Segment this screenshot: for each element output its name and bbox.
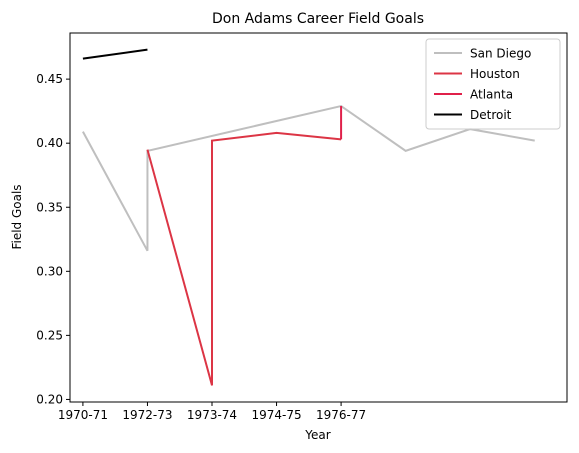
plot-frame <box>69 32 568 403</box>
y-tick-label: 0.40 <box>36 136 63 150</box>
series-line-houston <box>146 131 342 386</box>
legend-label: Houston <box>470 67 520 81</box>
x-axis: 1970-71 1972-73 1973-74 1974-75 1976-77 <box>58 402 366 422</box>
x-tick-label: 1970-71 <box>58 408 108 422</box>
y-tick-label: 0.45 <box>36 72 63 86</box>
legend-label: San Diego <box>470 47 531 61</box>
legend-box <box>425 38 561 130</box>
legend: San Diego Houston Atlanta Detroit <box>425 38 561 130</box>
y-axis: 0.20 0.25 0.30 0.35 0.40 0.45 <box>36 72 70 406</box>
x-axis-title: Year <box>304 428 330 442</box>
y-tick-label: 0.30 <box>36 264 63 278</box>
chart-title: Don Adams Career Field Goals <box>212 11 424 27</box>
series-line-detroit <box>82 48 148 60</box>
legend-label: Detroit <box>470 108 512 122</box>
y-axis-title: Field Goals <box>10 184 24 249</box>
x-tick-label: 1974-75 <box>251 408 301 422</box>
y-tick-label: 0.25 <box>36 328 63 342</box>
y-tick-label: 0.35 <box>36 200 63 214</box>
x-tick-label: 1976-77 <box>316 408 366 422</box>
y-tick-label: 0.20 <box>36 392 63 406</box>
x-tick-label: 1973-74 <box>187 408 237 422</box>
legend-label: Atlanta <box>470 88 513 102</box>
x-tick-label: 1972-73 <box>122 408 172 422</box>
